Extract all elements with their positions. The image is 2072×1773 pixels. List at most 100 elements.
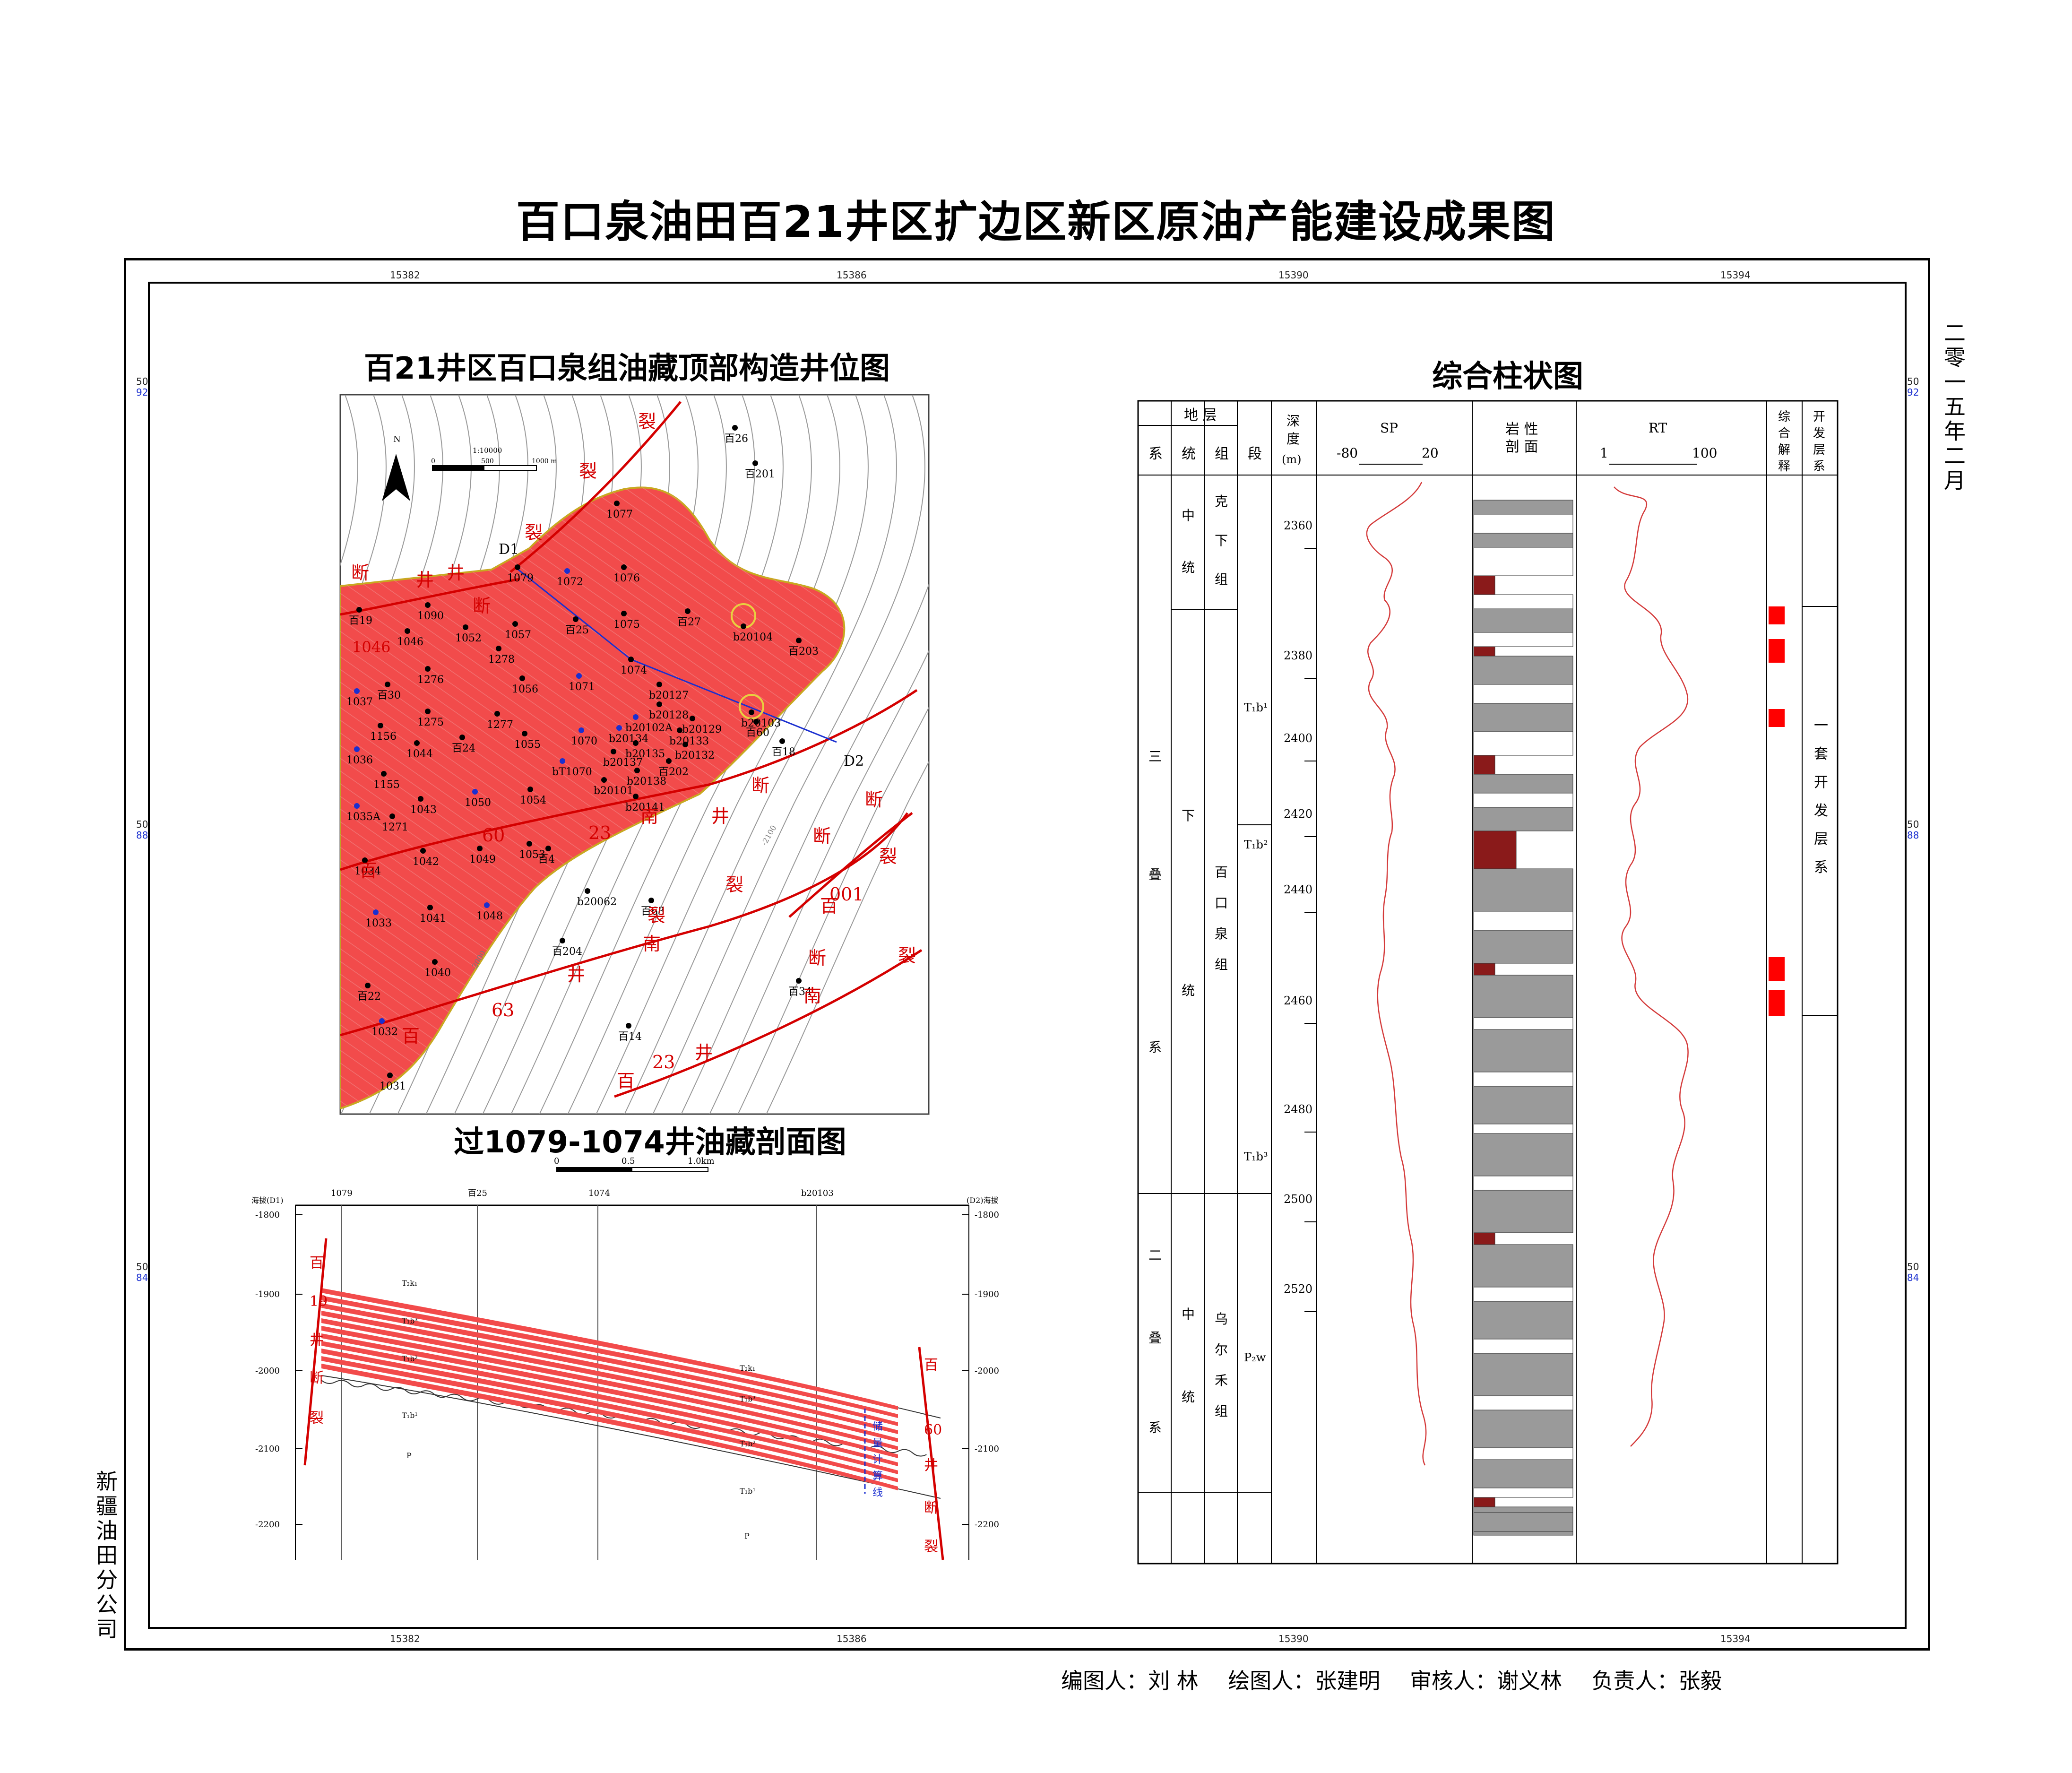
well-label: 百25 — [565, 624, 589, 636]
col-head-depth-1: 深 — [1286, 413, 1300, 429]
left-fault-label: 断 — [310, 1370, 324, 1386]
litho-bed — [1473, 1410, 1573, 1448]
well-marker — [677, 727, 682, 733]
well-label: 1043 — [410, 804, 437, 816]
fault-label: 井 — [416, 570, 434, 590]
interp-head: 释 — [1778, 459, 1790, 474]
well-label: 1072 — [557, 576, 583, 588]
well-marker — [420, 848, 426, 854]
well-label: b20104 — [733, 631, 773, 643]
well-label: 1037 — [346, 696, 373, 708]
fault-label: 断 — [751, 775, 769, 796]
fault-label: 裂 — [648, 905, 665, 926]
litho-bed — [1473, 1133, 1573, 1176]
litho-bed — [1473, 963, 1495, 976]
well-marker — [484, 902, 490, 908]
column-depth-tick: 2520 — [1284, 1282, 1312, 1296]
well-label: 百201 — [745, 468, 775, 480]
group-cell: 下 — [1215, 533, 1228, 548]
well-marker — [414, 740, 420, 746]
series-cell: 统 — [1182, 560, 1195, 575]
well-marker — [477, 846, 483, 851]
litho-bed — [1473, 1353, 1573, 1396]
dev-system-cell: 套 — [1814, 746, 1828, 762]
layer-label: T₁b³ — [740, 1394, 756, 1403]
sp-curve — [1366, 482, 1427, 1466]
litho-bed — [1473, 774, 1573, 794]
litho-bed — [1473, 1190, 1573, 1233]
col-head-rt-max: 100 — [1692, 445, 1717, 461]
well-label: 1049 — [469, 854, 496, 865]
interpretation-bars — [1769, 606, 1785, 1016]
well-label: 百14 — [618, 1031, 642, 1043]
litho-bed — [1473, 533, 1573, 548]
well-label: 1278 — [488, 654, 515, 666]
fault-label: 断 — [808, 948, 826, 969]
dev-system-cell: 一 — [1814, 718, 1828, 734]
well-marker — [527, 787, 533, 792]
well-label: 1156 — [370, 731, 397, 743]
col-head-series: 统 — [1182, 446, 1196, 462]
litho-bed — [1473, 547, 1573, 576]
well-label: 1090 — [417, 610, 444, 622]
col-head-sp-max: 20 — [1422, 445, 1439, 461]
well-marker — [515, 564, 520, 570]
dev-head: 层 — [1813, 443, 1825, 457]
sand-body — [321, 1349, 898, 1474]
fault-label: 裂 — [638, 411, 656, 432]
well-marker — [611, 749, 616, 754]
coord-left-3b: 84 — [136, 1272, 148, 1283]
well-marker — [796, 638, 802, 643]
sand-body — [321, 1341, 898, 1466]
date-vertical: 二零一五年二月 — [1941, 321, 1966, 493]
inner-frame — [148, 282, 1907, 1629]
well-marker — [634, 768, 640, 773]
reserve-line-label: 线 — [872, 1487, 883, 1499]
fault-label: 断 — [473, 596, 491, 616]
map-scale-bar — [432, 465, 537, 471]
depth-tick-left: -1900 — [255, 1289, 280, 1299]
well-marker — [682, 742, 688, 747]
column-depth-tick: 2500 — [1284, 1193, 1312, 1206]
litho-bed — [1473, 656, 1573, 685]
well-marker — [578, 727, 584, 733]
well-marker — [387, 1072, 393, 1078]
well-label: b20137 — [603, 757, 643, 769]
depth-tick-right: -2200 — [975, 1520, 999, 1530]
well-marker — [425, 666, 431, 672]
section-cell: P₂w — [1244, 1351, 1266, 1364]
fault-label: 1046 — [352, 638, 390, 656]
section-cell: T₁b³ — [1244, 1150, 1268, 1163]
well-label: 百24 — [452, 743, 475, 754]
credit-drafter: 绘图人：张建明 — [1228, 1668, 1381, 1694]
series-cell: 统 — [1182, 983, 1195, 998]
depth-tick-right: -1800 — [975, 1210, 999, 1220]
section-scale-2: 1.0km — [688, 1156, 715, 1166]
litho-bed — [1473, 1459, 1573, 1488]
group-cell: 尔 — [1215, 1342, 1228, 1358]
right-fault-label: 井 — [924, 1457, 938, 1474]
litho-bed — [1473, 793, 1573, 808]
group-cell: 组 — [1215, 1403, 1228, 1419]
col-head-sys: 系 — [1148, 446, 1163, 462]
column-depth-tick: 2420 — [1284, 807, 1312, 821]
col-head-litho-2: 剖 面 — [1505, 439, 1538, 455]
well-label: b20101 — [594, 785, 633, 797]
well-marker — [418, 796, 423, 802]
depth-tick-left: -1800 — [255, 1210, 280, 1220]
well-label: 1048 — [476, 910, 503, 922]
group-cell: 泉 — [1215, 926, 1228, 942]
fault-label: 裂 — [898, 945, 916, 966]
col-head-depth-2: 度 — [1286, 431, 1300, 447]
well-label: 百203 — [788, 646, 819, 657]
litho-bed — [1473, 514, 1573, 534]
company-vertical: 新疆油田分公司 — [93, 1470, 118, 1642]
well-label: 1040 — [424, 967, 451, 979]
well-label: b20127 — [649, 690, 689, 701]
well-marker — [494, 711, 500, 717]
section-well-b20103: b20103 — [801, 1188, 834, 1198]
litho-bed — [1473, 868, 1573, 912]
well-marker — [732, 425, 738, 431]
well-marker — [749, 709, 754, 715]
